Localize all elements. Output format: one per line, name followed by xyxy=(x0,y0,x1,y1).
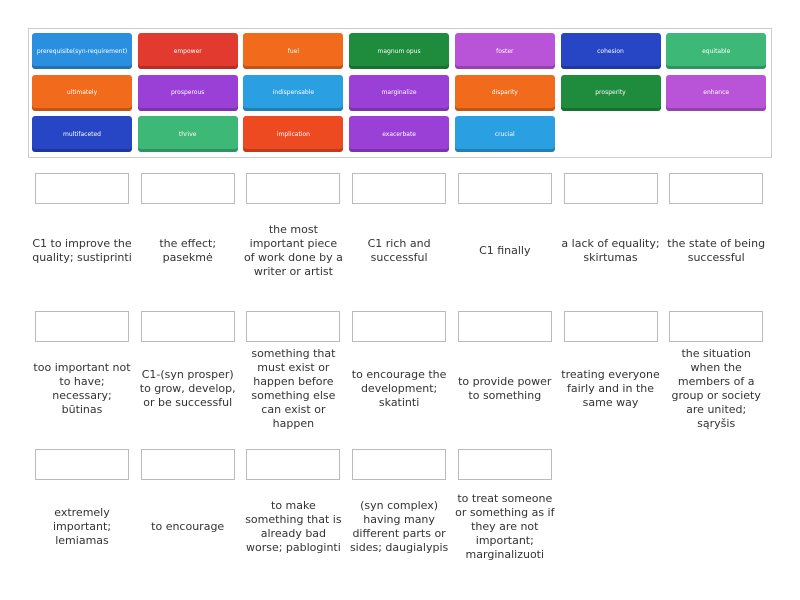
word-tile[interactable]: implication xyxy=(243,116,344,152)
drop-zone[interactable] xyxy=(140,449,235,480)
drop-zone[interactable] xyxy=(140,173,235,204)
definition: to make something that is already bad wo… xyxy=(245,499,342,554)
drop-zone[interactable] xyxy=(457,173,552,204)
word-tile[interactable]: cohesion xyxy=(560,33,661,69)
drop-zone[interactable] xyxy=(140,311,235,342)
drop-zone[interactable] xyxy=(669,173,764,204)
drop-zone[interactable] xyxy=(457,311,552,342)
definition: too important not to have; necessary; bū… xyxy=(33,361,131,416)
word-tile[interactable]: foster xyxy=(454,33,555,69)
word-tile[interactable]: enhance xyxy=(666,74,767,111)
definition: the effect; pasekmė xyxy=(159,237,217,264)
drop-zone[interactable] xyxy=(35,449,129,480)
definition: to encourage xyxy=(151,520,225,533)
definition: the most important piece of work done by… xyxy=(243,223,343,278)
word-tile[interactable]: indispensable xyxy=(243,74,344,111)
word-tile[interactable]: equitable xyxy=(666,33,767,69)
definition: C1 rich and successful xyxy=(367,237,431,264)
drop-zone[interactable] xyxy=(246,311,341,342)
definition: something that must exist or happen befo… xyxy=(251,347,336,430)
drop-zone[interactable] xyxy=(563,173,658,204)
definition: to treat someone or something as if they… xyxy=(455,492,555,561)
definition: C1-(syn prosper) to grow, develop, or be… xyxy=(139,368,236,409)
drop-zone[interactable] xyxy=(35,311,129,342)
definition: C1 to improve the quality; sustiprinti xyxy=(32,237,132,264)
word-tile[interactable]: marginalize xyxy=(349,74,450,111)
word-tile[interactable]: multifaceted xyxy=(32,116,132,152)
drop-zone[interactable] xyxy=(35,173,129,204)
definition: C1 finally xyxy=(479,244,531,257)
definition: (syn complex) having many different part… xyxy=(349,499,449,554)
word-tile[interactable]: exacerbate xyxy=(349,116,450,152)
drop-zone[interactable] xyxy=(352,173,447,204)
drop-zone[interactable] xyxy=(246,173,341,204)
definition: to provide power to something xyxy=(458,375,552,402)
drop-zone[interactable] xyxy=(669,311,764,342)
word-tile[interactable]: crucial xyxy=(454,116,555,152)
drop-zone[interactable] xyxy=(457,449,552,480)
word-tile[interactable]: disparity xyxy=(454,74,555,111)
word-tile[interactable]: magnum opus xyxy=(349,33,450,69)
drop-zone[interactable] xyxy=(352,311,447,342)
definition: to encourage the development; skatinti xyxy=(351,368,447,409)
word-tile[interactable]: ultimately xyxy=(32,74,132,111)
drop-zone[interactable] xyxy=(563,311,658,342)
definition: a lack of equality; skirtumas xyxy=(561,237,660,264)
definition: treating everyone fairly and in the same… xyxy=(561,368,660,409)
word-tile[interactable]: prerequisite(syn-requirement) xyxy=(32,33,132,69)
definition: extremely important; lemiamas xyxy=(52,506,112,547)
word-tile[interactable]: empower xyxy=(137,33,238,69)
definition: the situation when the members of a grou… xyxy=(671,347,761,430)
drop-zone[interactable] xyxy=(246,449,341,480)
word-tile[interactable]: prosperity xyxy=(560,74,661,111)
word-bank xyxy=(28,28,772,158)
word-tile[interactable]: fuel xyxy=(243,33,344,69)
drop-zone[interactable] xyxy=(352,449,447,480)
word-tile[interactable]: prosperous xyxy=(137,74,238,111)
word-tile[interactable]: thrive xyxy=(137,116,238,152)
definition: the state of being successful xyxy=(667,237,766,264)
